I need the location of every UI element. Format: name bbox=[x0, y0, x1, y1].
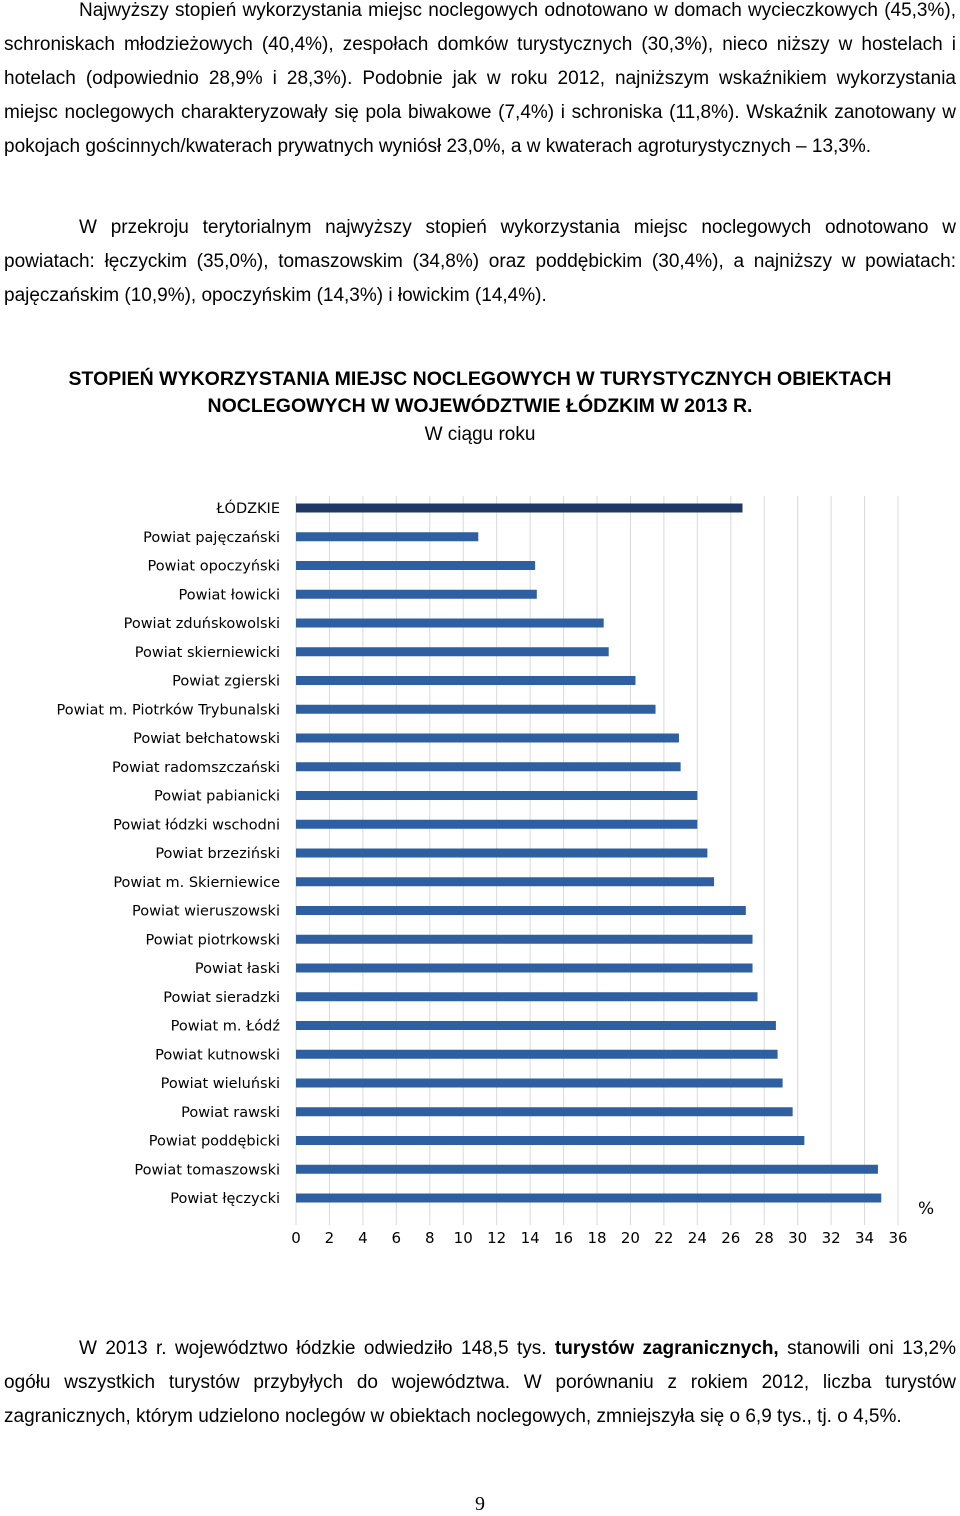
bar-8 bbox=[296, 733, 679, 743]
x-tick-label-13: 26 bbox=[721, 1229, 740, 1247]
category-label-17: Powiat sieradzki bbox=[163, 990, 280, 1006]
category-label-20: Powiat wieluński bbox=[161, 1076, 280, 1092]
x-tick-label-8: 16 bbox=[554, 1229, 573, 1247]
category-label-22: Powiat poddębicki bbox=[149, 1134, 280, 1150]
bar-5 bbox=[296, 647, 609, 657]
paragraph-accommodation-usage: Najwyższy stopień wykorzystania miejsc n… bbox=[4, 0, 956, 157]
x-tick-label-14: 28 bbox=[755, 1229, 774, 1247]
x-tick-label-4: 8 bbox=[425, 1229, 435, 1247]
bar-14 bbox=[296, 906, 746, 915]
category-label-2: Powiat opoczyński bbox=[148, 559, 280, 575]
bar-chart: ŁÓDZKIE Powiat pajęczański Powiat opoczyńs… bbox=[57, 496, 934, 1247]
bold-foreign-tourists: turystów zagranicznych, bbox=[554, 1338, 779, 1359]
category-label-0: ŁÓDZKIE bbox=[215, 499, 280, 517]
category-label-9: Powiat radomszczański bbox=[112, 760, 280, 776]
bar-7 bbox=[296, 704, 656, 714]
category-label-12: Powiat brzeziński bbox=[155, 846, 280, 862]
x-tick-label-1: 2 bbox=[325, 1229, 335, 1247]
category-label-13: Powiat m. Skierniewice bbox=[113, 875, 280, 891]
paragraph-territorial: W przekroju terytorialnym najwyższy stop… bbox=[4, 217, 956, 306]
x-tick-label-16: 32 bbox=[822, 1229, 841, 1247]
paragraph-foreign-tourists: W 2013 r. województwo łódzkie odwiedziło… bbox=[4, 1338, 957, 1427]
category-label-10: Powiat pabianicki bbox=[154, 789, 280, 805]
category-label-21: Powiat rawski bbox=[181, 1105, 280, 1121]
bar-2 bbox=[296, 561, 536, 570]
page-number: 9 bbox=[475, 1493, 485, 1515]
bar-19 bbox=[296, 1049, 778, 1059]
bar-13 bbox=[296, 877, 715, 887]
x-tick-label-3: 6 bbox=[392, 1229, 402, 1247]
category-label-24: Powiat łęczycki bbox=[170, 1191, 280, 1207]
category-label-14: Powiat wieruszowski bbox=[132, 904, 280, 920]
category-label-23: Powiat tomaszowski bbox=[134, 1162, 280, 1178]
x-tick-label-11: 22 bbox=[654, 1229, 673, 1247]
category-label-15: Powiat piotrkowski bbox=[145, 932, 280, 948]
category-label-8: Powiat bełchatowski bbox=[133, 731, 280, 747]
bar-10 bbox=[296, 791, 698, 800]
x-tick-label-15: 30 bbox=[788, 1229, 807, 1247]
x-tick-label-17: 34 bbox=[855, 1229, 874, 1247]
category-label-1: Powiat pajęczański bbox=[143, 530, 280, 546]
x-tick-label-0: 0 bbox=[291, 1229, 301, 1247]
x-tick-label-2: 4 bbox=[358, 1229, 368, 1247]
bar-20 bbox=[296, 1078, 783, 1088]
bar-0 bbox=[296, 503, 743, 513]
category-label-18: Powiat m. Łódź bbox=[171, 1019, 280, 1035]
unit-label: % bbox=[918, 1199, 934, 1219]
x-tick-label-10: 20 bbox=[621, 1229, 640, 1247]
category-label-5: Powiat skierniewicki bbox=[135, 645, 280, 661]
bar-15 bbox=[296, 934, 753, 944]
chart-title-line2: NOCLEGOWYCH W WOJEWÓDZTWIE ŁÓDZKIM W 201… bbox=[207, 395, 753, 417]
x-tick-label-5: 10 bbox=[454, 1229, 473, 1247]
chart-title-line1: STOPIEŃ WYKORZYSTANIA MIEJSC NOCLEGOWYCH… bbox=[68, 368, 892, 390]
category-label-19: Powiat kutnowski bbox=[155, 1047, 280, 1063]
category-label-4: Powiat zduńskowolski bbox=[124, 616, 280, 632]
category-label-6: Powiat zgierski bbox=[172, 674, 280, 690]
bar-23 bbox=[296, 1164, 878, 1174]
x-tick-label-18: 36 bbox=[888, 1229, 907, 1247]
bar-3 bbox=[296, 589, 537, 599]
x-tick-label-12: 24 bbox=[688, 1229, 707, 1247]
bar-21 bbox=[296, 1107, 793, 1117]
bar-18 bbox=[296, 1021, 776, 1030]
bar-11 bbox=[296, 819, 698, 829]
category-label-3: Powiat łowicki bbox=[179, 587, 280, 603]
bar-4 bbox=[296, 618, 604, 628]
category-label-11: Powiat łódzki wschodni bbox=[113, 817, 280, 833]
bar-22 bbox=[296, 1136, 805, 1145]
bar-17 bbox=[296, 992, 758, 1002]
bar-16 bbox=[296, 963, 753, 973]
x-tick-label-9: 18 bbox=[587, 1229, 606, 1247]
category-label-7: Powiat m. Piotrków Trybunalski bbox=[57, 702, 280, 718]
chart-subtitle: W ciągu roku bbox=[424, 424, 536, 445]
bar-6 bbox=[296, 676, 636, 685]
x-tick-label-7: 14 bbox=[521, 1229, 540, 1247]
category-label-16: Powiat łaski bbox=[195, 961, 280, 977]
bar-1 bbox=[296, 532, 479, 542]
bar-12 bbox=[296, 848, 708, 858]
bar-24 bbox=[296, 1193, 882, 1203]
bar-9 bbox=[296, 762, 681, 772]
x-tick-label-6: 12 bbox=[487, 1229, 506, 1247]
